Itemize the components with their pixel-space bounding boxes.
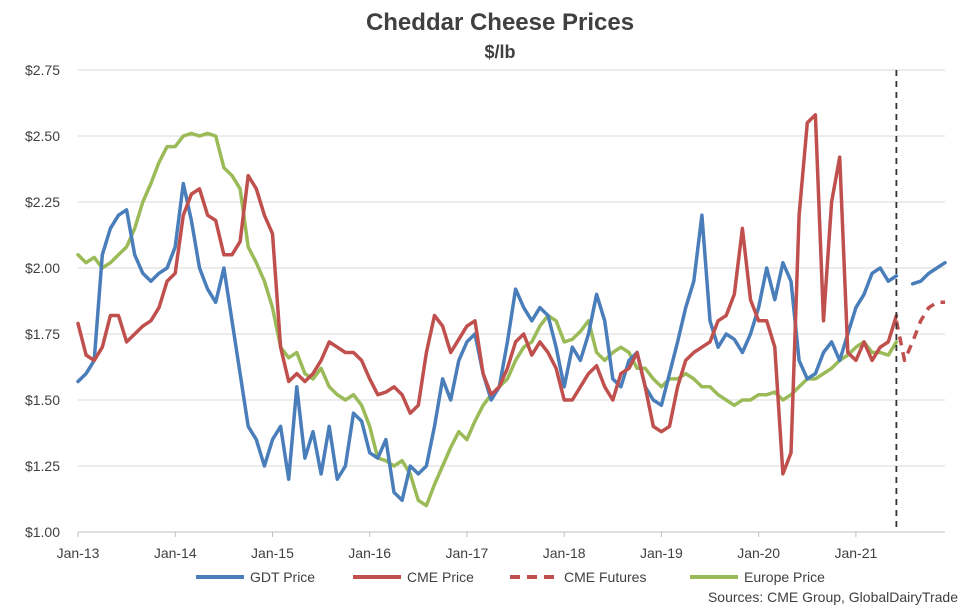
y-tick-label: $1.00	[25, 524, 60, 540]
y-tick-label: $1.75	[25, 326, 60, 342]
x-tick-label: Jan-16	[348, 545, 391, 561]
chart-subtitle: $/lb	[484, 42, 515, 62]
y-tick-label: $1.25	[25, 458, 60, 474]
x-tick-label: Jan-14	[154, 545, 197, 561]
y-tick-label: $2.75	[25, 62, 60, 78]
y-tick-label: $1.50	[25, 392, 60, 408]
x-axis-ticks: Jan-13 Jan-14 Jan-15 Jan-16 Jan-17 Jan-18 Jan-…	[57, 532, 877, 561]
series-line-europe-price	[76, 131, 899, 508]
legend-label-cme-futures: CME Futures	[564, 569, 646, 585]
x-tick-label: Jan-19	[640, 545, 683, 561]
x-tick-label: Jan-17	[446, 545, 489, 561]
series-line-cme-price	[76, 113, 899, 476]
series-line-cme-futures	[894, 300, 945, 363]
y-tick-label: $2.00	[25, 260, 60, 276]
x-tick-label: Jan-20	[737, 545, 780, 561]
legend-label-cme-price: CME Price	[407, 569, 474, 585]
source-note: Sources: CME Group, GlobalDairyTrade	[708, 589, 958, 605]
x-tick-label: Jan-13	[57, 545, 100, 561]
legend-label-gdt-price: GDT Price	[250, 569, 315, 585]
x-tick-label: Jan-18	[543, 545, 586, 561]
y-axis-ticks: $1.00 $1.25 $1.50 $1.75 $2.00 $2.25 $2.50 $2.75	[25, 62, 60, 540]
y-tick-label: $2.25	[25, 194, 60, 210]
series-lines	[76, 113, 947, 508]
legend-label-europe-price: Europe Price	[744, 569, 825, 585]
chart-title: Cheddar Cheese Prices	[366, 9, 634, 36]
legend: GDT Price CME Price CME Futures Europe Pric…	[196, 569, 825, 585]
x-tick-label: Jan-21	[834, 545, 877, 561]
series-line-gdt-price	[76, 181, 947, 503]
y-tick-label: $2.50	[25, 128, 60, 144]
x-tick-label: Jan-15	[251, 545, 294, 561]
